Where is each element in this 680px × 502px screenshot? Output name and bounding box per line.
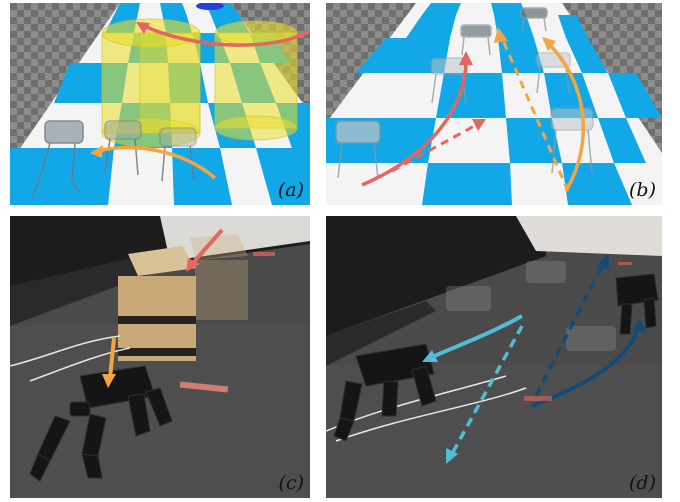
red-solid-arrowhead (459, 51, 473, 65)
robot-ghosts (446, 261, 616, 351)
quadruped-robot (29, 365, 173, 482)
panel-label: (d) (629, 472, 656, 494)
panel-label: (c) (278, 472, 304, 494)
panel-a-scene (10, 3, 310, 205)
orange-dashed-arrowhead (494, 27, 508, 43)
orange-solid-arrowhead (542, 37, 556, 51)
orange-arrowhead (102, 374, 116, 388)
back-wall (160, 216, 310, 261)
quadruped-robot-right (615, 273, 659, 335)
floor-shading (326, 366, 662, 498)
panel-a-simulation-obstacles: (a) (10, 3, 310, 205)
orange-arrowhead (90, 145, 103, 158)
cables (10, 335, 131, 382)
orange-arrow (108, 337, 116, 379)
panel-label: (b) (629, 179, 656, 201)
red-arrowhead (186, 258, 200, 272)
quadruped-robots (31, 120, 197, 199)
red-dashed-arrow (391, 123, 477, 173)
curtain-fold (326, 301, 436, 366)
floor-marker (524, 396, 552, 401)
cyan-dashed-arrow (450, 325, 524, 455)
quadruped-robot-left (333, 343, 437, 442)
cyan-solid-arrow (429, 314, 523, 360)
black-curtain (326, 216, 546, 336)
floor-marker (179, 381, 229, 393)
cyan-solid-arrowhead (422, 350, 438, 362)
red-solid-arrow (361, 60, 468, 187)
red-arrow (141, 23, 310, 47)
orange-arrow (97, 145, 217, 180)
panel-d-real-robot-trajectories: (d) (326, 216, 662, 498)
cardboard-box (118, 246, 196, 361)
red-arrowhead (136, 22, 150, 34)
panel-b-scene (326, 3, 662, 205)
panel-label: (a) (277, 179, 304, 201)
orange-solid-arrow (546, 41, 586, 192)
panel-b-simulation-trajectories: (b) (326, 3, 662, 205)
red-arrow (190, 228, 224, 266)
dark-blue-solid-arrowhead (632, 318, 646, 332)
floor-marker (253, 252, 275, 256)
box-ghost (190, 234, 248, 320)
panel-d-photo (326, 216, 662, 498)
floor-marker (618, 262, 632, 265)
back-wall (516, 216, 662, 256)
panel-c-real-robot-box: (c) (10, 216, 310, 498)
panel-c-photo (10, 216, 310, 498)
dark-blue-dashed-arrowhead (596, 254, 610, 270)
cyan-dashed-arrowhead (446, 448, 458, 464)
red-dashed-arrowhead (472, 119, 486, 131)
curtain-fold (10, 256, 150, 326)
dark-blue-dashed-arrow (534, 265, 604, 397)
goal-object (196, 3, 224, 10)
